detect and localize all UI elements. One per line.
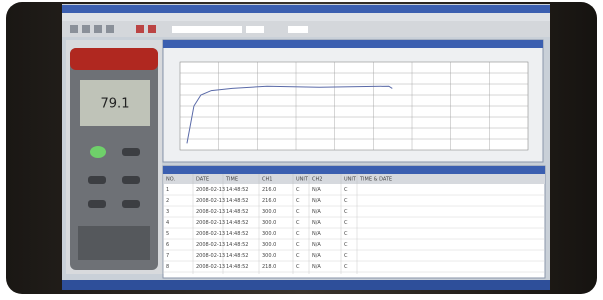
table-cell: 14:48:52 <box>226 253 248 259</box>
table-cell: 2008-02-13 <box>196 198 225 204</box>
table-cell: C <box>344 220 348 226</box>
table-cell: 6 <box>166 242 169 248</box>
table-cell: N/A <box>312 231 321 237</box>
table-cell: C <box>344 242 348 248</box>
table-cell: 5 <box>166 231 169 237</box>
table-cell: 14:48:52 <box>226 242 248 248</box>
photo: 79.1 NO.DATETIMECH1UNITCH2UNITTIME & DAT… <box>0 0 603 296</box>
table-cell: N/A <box>312 253 321 259</box>
table-cell: 14:48:52 <box>226 264 248 270</box>
table-cell: C <box>344 187 348 193</box>
table-cell: 2008-02-13 <box>196 253 225 259</box>
table-cell: N/A <box>312 187 321 193</box>
table-cell: N/A <box>312 209 321 215</box>
table-cell: 8 <box>166 264 169 270</box>
table-cell: C <box>296 209 300 215</box>
table-header-cell: DATE <box>196 177 209 183</box>
table-cell: C <box>296 253 300 259</box>
table-cell: 3 <box>166 209 169 215</box>
table-header-cell: CH1 <box>262 177 272 183</box>
table-cell: 300.0 <box>262 231 276 237</box>
table-cell: 1 <box>166 187 169 193</box>
app-title-bar <box>62 5 550 13</box>
graph-title-bar <box>163 40 543 48</box>
table-cell: 300.0 <box>262 209 276 215</box>
table-cell: N/A <box>312 220 321 226</box>
table-cell: 4 <box>166 220 169 226</box>
table-cell: N/A <box>312 198 321 204</box>
table-cell: 216.0 <box>262 198 276 204</box>
table-cell: 2008-02-13 <box>196 231 225 237</box>
device-button[interactable] <box>88 200 106 208</box>
table-header-cell: TIME <box>225 177 238 183</box>
table-cell: 218.0 <box>262 264 276 270</box>
power-button[interactable] <box>90 146 106 158</box>
table-cell: 300.0 <box>262 253 276 259</box>
table-header-cell: TIME & DATE <box>359 177 392 183</box>
table-cell: C <box>344 209 348 215</box>
table-header-cell: NO. <box>166 177 175 183</box>
table-cell: 14:48:52 <box>226 187 248 193</box>
table-cell: 14:48:52 <box>226 231 248 237</box>
table-title-bar <box>163 166 545 174</box>
table-cell: 300.0 <box>262 220 276 226</box>
table-cell: C <box>296 187 300 193</box>
table-cell: C <box>296 264 300 270</box>
table-cell: C <box>344 231 348 237</box>
table-cell: 2008-02-13 <box>196 209 225 215</box>
table-cell: C <box>296 198 300 204</box>
table-header-cell: UNIT <box>296 177 309 183</box>
table-cell: N/A <box>312 264 321 270</box>
table-cell: C <box>344 198 348 204</box>
table-header-cell: CH2 <box>312 177 322 183</box>
taskbar <box>62 280 550 290</box>
device-button[interactable] <box>122 148 140 156</box>
table-cell: 300.0 <box>262 242 276 248</box>
table-cell: 7 <box>166 253 169 259</box>
table-cell: C <box>344 253 348 259</box>
table-cell: 2008-02-13 <box>196 187 225 193</box>
table-cell: 14:48:52 <box>226 220 248 226</box>
device-button[interactable] <box>122 200 140 208</box>
table-cell: 2 <box>166 198 169 204</box>
table-cell: 14:48:52 <box>226 198 248 204</box>
table-cell: C <box>296 242 300 248</box>
table-cell: 216.0 <box>262 187 276 193</box>
table-cell: 2008-02-13 <box>196 264 225 270</box>
table-cell: N/A <box>312 242 321 248</box>
device-button[interactable] <box>122 176 140 184</box>
table-cell: 2008-02-13 <box>196 242 225 248</box>
table-cell: 2008-02-13 <box>196 220 225 226</box>
table-cell: 14:48:52 <box>226 209 248 215</box>
table-cell: C <box>344 264 348 270</box>
device-top <box>70 48 158 70</box>
table-header-cell: UNIT <box>344 177 357 183</box>
table-cell: C <box>296 220 300 226</box>
table-cell: C <box>296 231 300 237</box>
device-label-panel <box>78 226 150 260</box>
device-button[interactable] <box>88 176 106 184</box>
lcd-reading: 79.1 <box>101 97 130 112</box>
menu-bar <box>62 13 550 21</box>
page: 79.1 NO.DATETIMECH1UNITCH2UNITTIME & DAT… <box>0 0 603 296</box>
